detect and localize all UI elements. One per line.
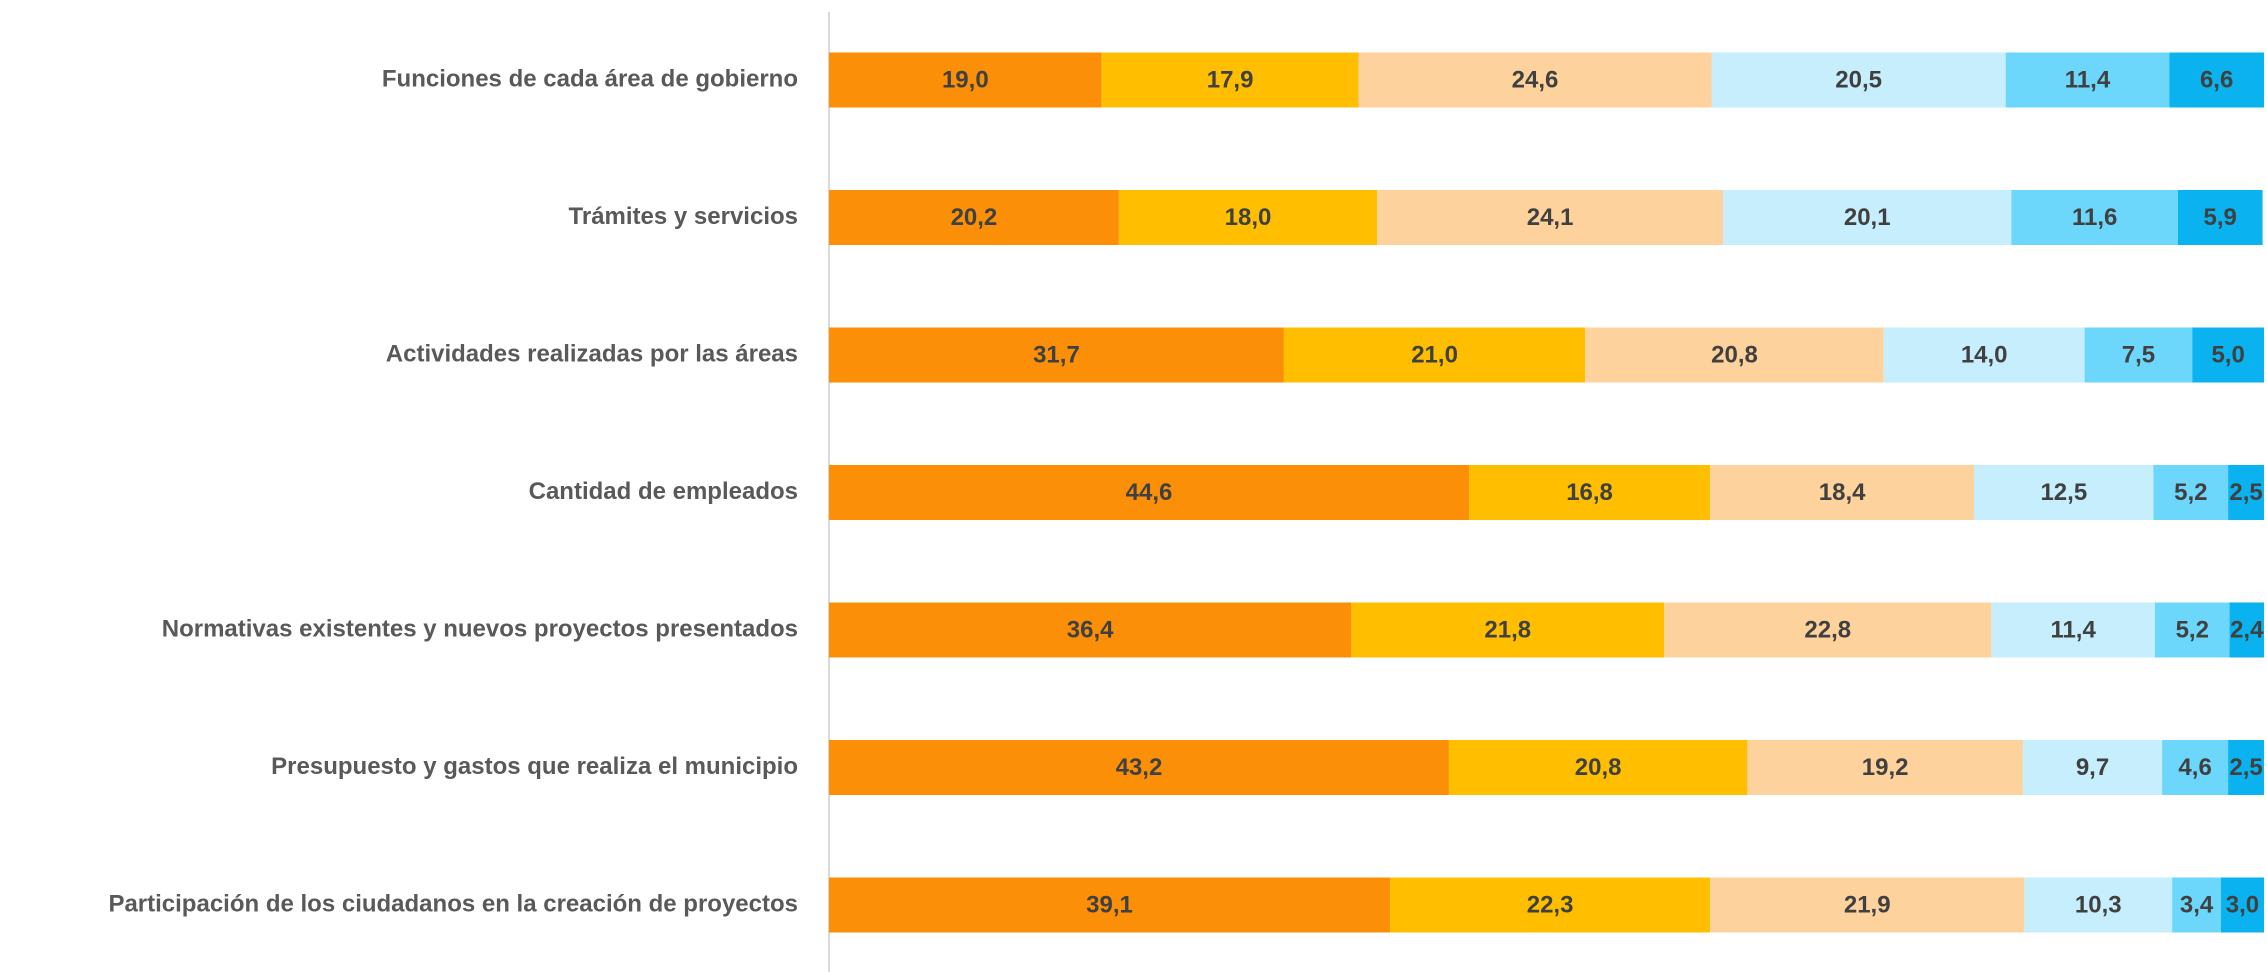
- bar-segment: [2228, 740, 2264, 795]
- value-label: 11,6: [2072, 204, 2117, 231]
- value-label: 10,3: [2075, 891, 2122, 918]
- bar-segment: [1351, 602, 1665, 658]
- value-label: 6,6: [2200, 66, 2233, 93]
- bar-segment: [2084, 327, 2193, 383]
- value-label: 18,0: [1225, 204, 1272, 231]
- value-label: 20,2: [951, 204, 998, 231]
- value-label: 5,0: [2211, 341, 2244, 368]
- value-label: 19,2: [1862, 754, 1909, 781]
- bar-segment: [2153, 465, 2229, 520]
- value-label: 44,6: [1126, 479, 1173, 506]
- bar-segment: [2022, 740, 2163, 795]
- value-label: 3,4: [2180, 891, 2214, 918]
- bar-segment: [1974, 465, 2154, 520]
- bar-segment: [829, 465, 1470, 520]
- value-label: 18,4: [1819, 479, 1866, 506]
- value-label: 4,6: [2178, 754, 2211, 781]
- bar-segment: [2192, 327, 2264, 383]
- bar-segment: [2220, 877, 2264, 933]
- value-label: 21,8: [1484, 616, 1531, 643]
- bar-segment: [2154, 602, 2230, 658]
- bar-segment: [1747, 740, 2023, 795]
- bar-segment: [1585, 327, 1884, 383]
- value-label: 20,5: [1835, 66, 1882, 93]
- bar-segment: [2177, 190, 2263, 245]
- value-label: 20,1: [1844, 204, 1891, 231]
- value-label: 12,5: [2040, 479, 2087, 506]
- value-label: 2,4: [2230, 616, 2264, 643]
- bar-segment: [829, 740, 1449, 795]
- bar-segment: [2229, 602, 2264, 658]
- bar-segment: [1358, 52, 1712, 108]
- value-label: 5,2: [2176, 616, 2209, 643]
- value-label: 5,9: [2204, 204, 2237, 231]
- value-label: 19,0: [942, 66, 989, 93]
- category-label: Funciones de cada área de gobierno: [382, 65, 798, 92]
- value-label: 21,0: [1411, 341, 1458, 368]
- value-label: 36,4: [1067, 616, 1114, 643]
- bar-segment: [1710, 465, 1975, 520]
- value-label: 22,8: [1804, 616, 1851, 643]
- bar-segment: [1710, 877, 2025, 933]
- bar-segment: [1991, 602, 2155, 658]
- value-label: 2,5: [2229, 479, 2262, 506]
- value-label: 22,3: [1527, 891, 1574, 918]
- value-label: 3,0: [2226, 891, 2259, 918]
- value-label: 43,2: [1116, 754, 1163, 781]
- bar-segment: [2162, 740, 2229, 795]
- value-label: 21,9: [1844, 891, 1891, 918]
- value-label: 9,7: [2076, 754, 2109, 781]
- value-label: 17,9: [1207, 66, 1254, 93]
- value-label: 39,1: [1086, 891, 1133, 918]
- value-label: 20,8: [1575, 754, 1622, 781]
- value-label: 5,2: [2174, 479, 2207, 506]
- bar-segment: [1118, 190, 1378, 245]
- value-label: 31,7: [1033, 341, 1080, 368]
- bar-segment: [2169, 52, 2264, 108]
- bar-segment: [2011, 190, 2178, 245]
- bar-segment: [1390, 877, 1711, 933]
- category-label: Actividades realizadas por las áreas: [386, 340, 798, 367]
- bar-segment: [1448, 740, 1748, 795]
- category-label: Participación de los ciudadanos en la cr…: [108, 890, 798, 917]
- value-label: 16,8: [1566, 479, 1613, 506]
- bar-segment: [1101, 52, 1359, 108]
- bar-segment: [829, 877, 1391, 933]
- bar-segment: [1283, 327, 1586, 383]
- bar-segment: [2024, 877, 2173, 933]
- bar-segment: [1711, 52, 2006, 108]
- bar-segment: [2172, 877, 2221, 933]
- bar-segment: [829, 327, 1284, 383]
- value-label: 24,1: [1527, 204, 1574, 231]
- value-label: 11,4: [2065, 66, 2111, 93]
- category-label: Trámites y servicios: [569, 203, 798, 230]
- bar-segment: [1664, 602, 1992, 658]
- bar-segment: [2228, 465, 2264, 520]
- bar-segment: [2005, 52, 2170, 108]
- value-label: 20,8: [1711, 341, 1758, 368]
- bar-segment: [829, 52, 1102, 108]
- value-label: 2,5: [2229, 754, 2262, 781]
- value-label: 11,4: [2050, 616, 2096, 643]
- bar-segment: [1469, 465, 1711, 520]
- bar-segment: [829, 190, 1119, 245]
- value-label: 14,0: [1961, 341, 2008, 368]
- value-label: 7,5: [2122, 341, 2155, 368]
- value-label: 24,6: [1512, 66, 1559, 93]
- category-label: Cantidad de empleados: [529, 478, 798, 505]
- bar-segment: [829, 602, 1352, 658]
- category-label: Presupuesto y gastos que realiza el muni…: [271, 753, 798, 780]
- bar-segment: [1377, 190, 1724, 245]
- category-label: Normativas existentes y nuevos proyectos…: [162, 615, 798, 642]
- bar-segment: [1883, 327, 2085, 383]
- bar-segment: [1723, 190, 2012, 245]
